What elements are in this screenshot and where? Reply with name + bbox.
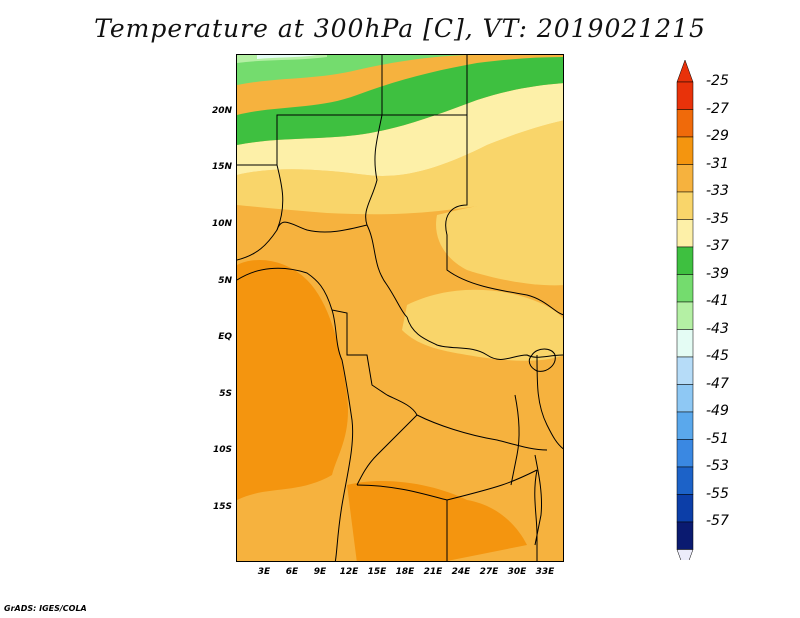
colorbar-label: -45 [706,348,729,364]
colorbar-label: -27 [706,100,729,117]
lon-label-18e: 18E [395,567,415,577]
colorbar-label: -49 [706,403,729,419]
lon-label-12e: 12E [339,567,359,577]
colorbar [676,60,694,560]
colorbar-swatch [676,356,694,385]
colorbar-label: -33 [706,183,729,199]
colorbar-top-arrow [676,60,694,83]
lat-label-5n: 5N [218,276,232,286]
colorbar-swatch [676,384,694,413]
colorbar-label: -55 [706,485,729,502]
lat-label-20n: 20N [211,106,232,116]
colorbar-swatch [676,136,694,165]
colorbar-swatch [676,301,694,330]
lon-label-24e: 24E [451,567,471,577]
colorbar-label: -37 [706,238,729,254]
colorbar-swatch [676,494,694,523]
band-minus-41 [257,55,317,59]
colorbar-swatch [676,246,694,275]
colorbar-label: -35 [706,210,729,227]
lat-label-5s: 5S [219,389,232,399]
colorbar-label: -39 [706,265,729,282]
colorbar-label: -43 [706,320,729,337]
colorbar-label: -25 [706,73,729,89]
colorbar-label: -57 [706,513,729,529]
lake-outlines [510,348,556,546]
lon-label-6e: 6E [285,567,299,577]
colorbar-label: -29 [706,128,729,144]
lon-label-27e: 27E [479,567,499,577]
colorbar-swatch [676,521,694,550]
band-minus-31-east [436,195,563,286]
lon-label-15e: 15E [367,567,387,577]
temperature-field-map [237,55,563,561]
band-minus-35 [237,57,563,145]
colorbar-swatch [676,411,694,440]
lat-label-eq: EQ [218,332,232,342]
band-minus-33 [237,83,563,176]
colorbar-label: -51 [706,430,729,447]
lon-label-9e: 9E [313,567,327,577]
colorbar-swatch [676,466,694,495]
lat-label-10n: 10N [211,219,232,229]
band-minus-27-south [347,481,527,561]
colorbar-label: -53 [706,458,729,474]
band-minus-31-north [237,120,563,215]
colorbar-swatch [676,439,694,468]
colorbar-label: -41 [706,293,729,309]
map-panel [236,54,564,562]
colorbar-bottom-arrow [676,549,694,560]
lon-label-3e: 3E [257,567,271,577]
colorbar-swatch [676,219,694,248]
map-title: Temperature at 300hPa [C], VT: 201902121… [94,14,706,43]
grads-credit: GrADS: IGES/COLA [4,604,87,613]
colorbar-swatch [676,81,694,110]
colorbar-swatch [676,274,694,303]
lon-label-21e: 21E [423,567,443,577]
colorbar-swatch [676,109,694,138]
lat-label-10s: 10S [212,445,232,455]
colorbar-swatches [676,60,694,560]
colorbar-swatch [676,329,694,358]
lon-label-33e: 33E [535,567,555,577]
colorbar-swatch [676,164,694,193]
band-minus-27-west [237,260,349,500]
lon-label-30e: 30E [507,567,527,577]
lat-label-15n: 15N [211,162,232,172]
band-minus-31-central [402,289,563,361]
colorbar-label: -31 [706,155,729,172]
colorbar-swatch [676,191,694,220]
lat-label-15s: 15S [212,502,232,512]
lake-victoria-outline [528,348,556,372]
colorbar-label: -47 [706,375,729,392]
band-minus-37 [237,55,477,85]
